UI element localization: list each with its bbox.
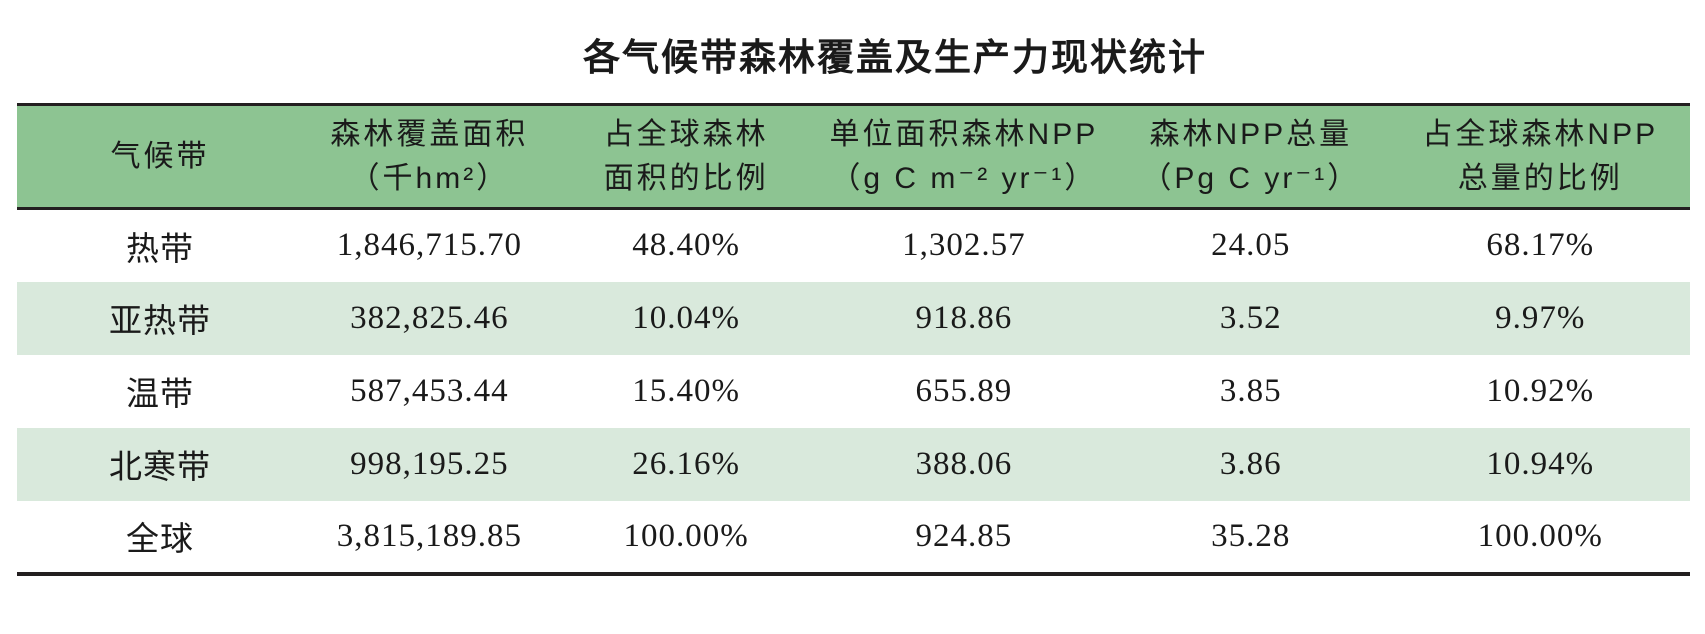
cell-npp-pct: 9.97% (1390, 281, 1690, 355)
header-unit: （Pg C yr⁻¹） (1141, 161, 1361, 195)
header-cell-climate-zone: 气候带 (17, 104, 304, 210)
cell-npp-pct: 10.94% (1390, 427, 1690, 501)
header-unit: （g C m⁻² yr⁻¹） (830, 161, 1098, 195)
header-cell-npp-per-area: 单位面积森林NPP （g C m⁻² yr⁻¹） (816, 104, 1112, 210)
header-label: 占全球森林NPP (1422, 117, 1659, 151)
cell-npp-total: 3.86 (1111, 427, 1391, 501)
cell-npp-per-area: 918.86 (816, 281, 1112, 355)
cell-npp-per-area: 655.89 (915, 372, 1013, 409)
cell-area: 1,846,715.70 (336, 227, 522, 264)
table-row-subtropical: 亚热带 382,825.46 10.04% 918.86 3.52 9.97% (17, 281, 1690, 355)
cell-npp-per-area: 388.06 (816, 427, 1112, 501)
table-row-temperate: 温带 587,453.44 15.40% 655.89 3.85 10.92% (17, 355, 1690, 428)
table-row-tropical: 热带 1,846,715.70 48.40% 1,302.57 24.05 68… (17, 209, 1690, 282)
cell-npp-total: 3.85 (1219, 372, 1282, 409)
table-body: 热带 1,846,715.70 48.40% 1,302.57 24.05 68… (17, 209, 1690, 574)
statistics-table: 气候带 森林覆盖面积 （千hm²） 占全球森林 面积的比例 单位面积森林NPP … (17, 103, 1690, 576)
table-header: 气候带 森林覆盖面积 （千hm²） 占全球森林 面积的比例 单位面积森林NPP … (17, 104, 1690, 210)
cell-npp-total: 3.52 (1111, 281, 1391, 355)
cell-zone: 北寒带 (17, 427, 304, 501)
table-title: 各气候带森林覆盖及生产力现状统计 (583, 37, 1207, 78)
header-row: 气候带 森林覆盖面积 （千hm²） 占全球森林 面积的比例 单位面积森林NPP … (17, 104, 1690, 210)
header-cell-npp-percentage: 占全球森林NPP 总量的比例 (1390, 104, 1690, 210)
header-label: 总量的比例 (1457, 161, 1623, 195)
header-label: 气候带 (110, 139, 210, 173)
cell-area: 3,815,189.85 (336, 517, 522, 554)
cell-npp-per-area: 1,302.57 (902, 227, 1026, 264)
table-row-global: 全球 3,815,189.85 100.00% 924.85 35.28 100… (17, 501, 1690, 574)
cell-zone: 热带 (126, 231, 195, 268)
header-label: 面积的比例 (603, 161, 769, 195)
cell-npp-total: 24.05 (1211, 227, 1291, 264)
header-label: 森林覆盖面积 (330, 117, 529, 151)
cell-area: 382,825.46 (303, 281, 556, 355)
cell-npp-pct: 68.17% (1486, 227, 1595, 264)
table-row-boreal: 北寒带 998,195.25 26.16% 388.06 3.86 10.94% (17, 427, 1690, 501)
page: 各气候带森林覆盖及生产力现状统计 气候带 森林覆盖面积 （千hm²） 占全球森林 (0, 34, 1705, 634)
header-label: 占全球森林 (603, 117, 769, 151)
header-label: 森林NPP总量 (1149, 117, 1353, 151)
cell-zone: 温带 (126, 377, 195, 413)
header-cell-area-percentage: 占全球森林 面积的比例 (555, 104, 817, 210)
cell-zone: 全球 (126, 522, 195, 558)
cell-npp-per-area: 924.85 (915, 517, 1013, 554)
cell-zone: 亚热带 (17, 281, 304, 355)
cell-area-pct: 48.40% (632, 227, 741, 264)
cell-area-pct: 10.04% (555, 281, 817, 355)
cell-area-pct: 15.40% (632, 372, 741, 409)
cell-area: 587,453.44 (350, 372, 509, 409)
header-unit: （千hm²） (349, 161, 510, 195)
cell-npp-pct: 100.00% (1477, 517, 1603, 554)
header-cell-npp-total: 森林NPP总量 （Pg C yr⁻¹） (1111, 104, 1391, 210)
cell-area: 998,195.25 (303, 427, 556, 501)
cell-npp-pct: 10.92% (1486, 372, 1595, 409)
header-label: 单位面积森林NPP (829, 117, 1099, 151)
cell-area-pct: 100.00% (623, 517, 749, 554)
cell-npp-total: 35.28 (1211, 517, 1291, 554)
cell-area-pct: 26.16% (555, 427, 817, 501)
header-cell-forest-area: 森林覆盖面积 （千hm²） (303, 104, 556, 210)
